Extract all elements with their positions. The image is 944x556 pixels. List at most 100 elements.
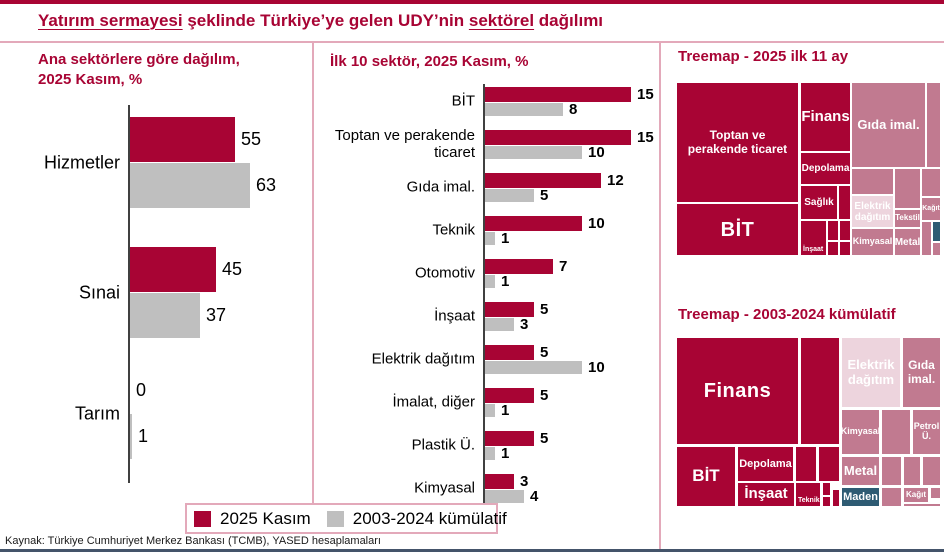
category-label-otomotiv: Otomotiv <box>414 264 475 282</box>
treemap-cell <box>851 168 894 195</box>
treemap-label: Tekstil <box>895 213 920 223</box>
bar-row: 55 <box>130 117 261 162</box>
bar-row: 5 <box>485 187 549 204</box>
value-label: 5 <box>540 430 549 447</box>
treemap-label: Teknik <box>798 497 820 505</box>
bar-cumulative <box>485 490 524 503</box>
treemap-cell <box>921 221 932 256</box>
treemap-cell <box>795 446 817 482</box>
treemap-block-elektrik: Elektrik dağıtım <box>851 195 894 228</box>
value-label: 1 <box>501 402 510 419</box>
value-label: 10 <box>588 215 605 232</box>
bar-2025 <box>485 87 631 102</box>
treemap-2025-title: Treemap - 2025 ilk 11 ay <box>678 48 849 65</box>
bar-row: 45 <box>130 247 242 292</box>
treemap-label: Finans <box>703 380 772 402</box>
treemap-label: Metal <box>843 462 878 478</box>
page-title-middle: şeklinde Türkiye’ye gelen UDY’nin <box>182 11 469 30</box>
treemap-cell <box>827 220 839 241</box>
value-label: 0 <box>136 380 147 400</box>
treemap-cell <box>921 168 941 197</box>
legend-label-2025: 2025 Kasım <box>220 508 311 528</box>
value-label: 5 <box>540 187 549 204</box>
bar-cumulative-tarim <box>130 414 132 459</box>
bar-row: 10 <box>485 359 605 376</box>
category-label-imalat: İmalat, diğer <box>392 393 475 411</box>
treemap-label: Depolama <box>739 457 792 470</box>
bar-2025 <box>485 474 514 489</box>
treemap-cell <box>800 337 840 445</box>
bar-2025-sinai <box>130 247 216 292</box>
treemap-block-teknik: Teknik <box>795 482 821 507</box>
treemap-label: Depolama <box>801 163 850 174</box>
treemap-block-depolama: Depolama <box>800 152 851 185</box>
value-label: 63 <box>256 175 277 195</box>
middle-panel-title: İlk 10 sektör, 2025 Kasım, % <box>330 53 529 70</box>
legend-label-cumulative: 2003-2024 kümülatif <box>352 508 507 528</box>
treemap-block-kimyasal: Kimyasal <box>851 228 894 256</box>
value-label: 7 <box>559 258 568 275</box>
treemap-cell <box>930 487 941 499</box>
treemap-cell <box>881 409 911 455</box>
category-label-hizmetler: Hizmetler <box>43 152 120 173</box>
treemap-label: Finans <box>801 107 850 125</box>
treemap-2025: Toptan ve perakende ticaret BİT Finans D… <box>676 82 941 256</box>
treemap-label: Gıda imal. <box>907 358 936 386</box>
bar-cumulative <box>485 189 534 202</box>
treemap-label: Kimyasal <box>841 426 880 437</box>
treemap-block-kagit: Kağıt <box>903 487 929 503</box>
treemap-label: Kağıt <box>906 489 926 499</box>
treemap-cell <box>838 185 851 220</box>
treemap-cell <box>926 82 941 168</box>
bar-cumulative-sinai <box>130 293 200 338</box>
treemap-cell <box>827 241 839 256</box>
legend-item-2025: 2025 Kasım <box>194 509 311 529</box>
treemap-cell <box>881 487 902 507</box>
treemap-block-depolama: Depolama <box>737 446 794 482</box>
legend-swatch-2025 <box>194 510 211 527</box>
treemap-cell <box>894 168 921 209</box>
treemap-block-insaat-small: İnşaat <box>800 220 827 256</box>
treemap-label: Elektrik dağıtım <box>854 200 891 223</box>
treemap-cell <box>903 456 921 486</box>
bar-2025 <box>485 130 631 145</box>
category-label-tarim: Tarım <box>75 403 120 424</box>
bar-row: 5 <box>485 344 549 361</box>
bar-row: 5 <box>485 430 549 447</box>
bar-row: 15 <box>485 129 654 146</box>
category-label-elektrik: Elektrik dağıtım <box>371 350 475 368</box>
treemap-label: Petrol Ü. <box>913 421 940 441</box>
treemap-block-metal: Metal <box>894 228 921 256</box>
bar-row: 0 <box>130 368 146 413</box>
value-label: 15 <box>637 129 654 146</box>
treemap-label: Elektrik dağıtım <box>847 357 895 387</box>
bar-row: 63 <box>130 163 276 208</box>
bar-2025 <box>485 388 534 403</box>
category-label-teknik: Teknik <box>432 221 475 239</box>
value-label: 55 <box>241 129 262 149</box>
bar-2025 <box>485 302 534 317</box>
value-label: 5 <box>540 344 549 361</box>
bar-cumulative <box>485 232 495 245</box>
bar-row: 3 <box>485 316 528 333</box>
treemap-block-insaat: İnşaat <box>737 482 795 507</box>
treemap-cell <box>839 241 851 256</box>
bar-2025 <box>485 345 534 360</box>
value-label: 1 <box>138 426 149 446</box>
treemap-block-tekstil: Tekstil <box>894 209 921 228</box>
bar-row: 12 <box>485 172 624 189</box>
value-label: 45 <box>222 259 243 279</box>
treemap-cell <box>818 446 840 482</box>
bar-row: 4 <box>485 488 538 505</box>
treemap-label: Maden <box>843 490 878 503</box>
treemap-block-kagit: Kağıt <box>921 197 941 221</box>
treemap-label: BİT <box>720 218 755 241</box>
middle-chart-axis-line <box>483 84 485 505</box>
treemap-block-petrol: Petrol Ü. <box>912 409 941 455</box>
page-title: Yatırım sermayesi şeklinde Türkiye’ye ge… <box>38 11 603 31</box>
value-label: 12 <box>607 172 624 189</box>
category-label-sinai: Sınai <box>78 282 120 303</box>
bar-cumulative-hizmetler <box>130 163 250 208</box>
value-label: 15 <box>637 86 654 103</box>
treemap-label: Metal <box>894 236 921 248</box>
